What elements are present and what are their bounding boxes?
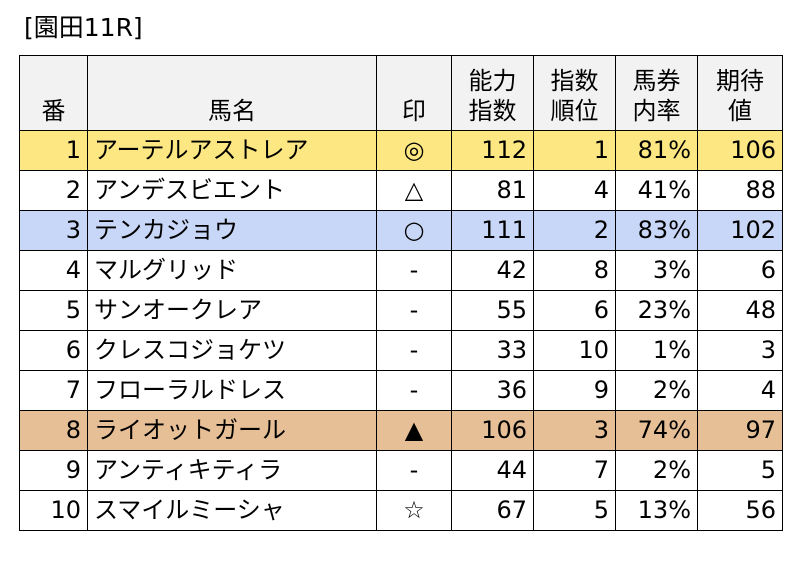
cell-win-rate: 1% [615,330,698,371]
cell-win-rate: 74% [615,410,698,451]
cell-mark: - [376,450,452,491]
cell-number: 2 [19,170,88,211]
cell-horse-name: スマイルミーシャ [87,490,377,531]
cell-number: 4 [19,250,88,291]
cell-ability-index: 67 [451,490,534,531]
cell-mark: ○ [376,210,452,251]
table-row: 8 ライオットガール ▲ 106 3 74% 97 [19,410,783,451]
cell-win-rate: 81% [615,130,698,171]
header-horse-name: 馬名 [87,55,377,131]
table-row: 4 マルグリッド -42 8 3% 6 [19,250,783,291]
table-row: 2 アンデスビエント △ 81 4 41% 88 [19,170,783,211]
cell-index-rank: 8 [533,250,616,291]
cell-horse-name: マルグリッド [87,250,377,291]
cell-number: 8 [19,410,88,451]
table-body: 1 アーテルアストレア ◎ 112 1 81% 106 2 アンデスビエント △ 81 4 41% 88 3… [19,130,783,531]
cell-expected-value: 5 [697,450,783,491]
cell-ability-index: 44 [451,450,534,491]
cell-win-rate: 2% [615,450,698,491]
table-row: 10 スマイルミーシャ ☆ 67 5 13% 56 [19,490,783,531]
cell-number: 6 [19,330,88,371]
cell-index-rank: 10 [533,330,616,371]
cell-mark: ◎ [376,130,452,171]
cell-expected-value: 48 [697,290,783,331]
cell-ability-index: 42 [451,250,534,291]
cell-expected-value: 97 [697,410,783,451]
header-row: 番 馬名 印 能力 指数 指数 順位 馬券 内率 期待値 [19,55,783,131]
cell-win-rate: 3% [615,250,698,291]
cell-index-rank: 1 [533,130,616,171]
header-ability-index: 能力 指数 [451,55,534,131]
header-index-rank: 指数 順位 [533,55,616,131]
table-header: 番 馬名 印 能力 指数 指数 順位 馬券 内率 期待値 [19,55,783,131]
cell-mark: - [376,330,452,371]
cell-horse-name: アンデスビエント [87,170,377,211]
cell-horse-name: ライオットガール [87,410,377,451]
cell-expected-value: 3 [697,330,783,371]
cell-mark: - [376,290,452,331]
cell-number: 10 [19,490,88,531]
table-row: 6 クレスコジョケツ -33 10 1% 3 [19,330,783,371]
table-row: 3 テンカジョウ ○ 111 2 83% 102 [19,210,783,251]
cell-ability-index: 33 [451,330,534,371]
cell-number: 5 [19,290,88,331]
cell-horse-name: テンカジョウ [87,210,377,251]
table-row: 5 サンオークレア -55 6 23% 48 [19,290,783,331]
cell-mark: ▲ [376,410,452,451]
cell-win-rate: 41% [615,170,698,211]
header-mark: 印 [376,55,452,131]
cell-index-rank: 9 [533,370,616,411]
cell-expected-value: 106 [697,130,783,171]
cell-expected-value: 4 [697,370,783,411]
cell-ability-index: 55 [451,290,534,331]
cell-mark: ☆ [376,490,452,531]
cell-ability-index: 81 [451,170,534,211]
cell-horse-name: クレスコジョケツ [87,330,377,371]
cell-number: 9 [19,450,88,491]
table-row: 9 アンティキティラ -44 7 2% 5 [19,450,783,491]
cell-expected-value: 88 [697,170,783,211]
cell-horse-name: フローラルドレス [87,370,377,411]
header-number: 番 [19,55,88,131]
cell-number: 1 [19,130,88,171]
cell-ability-index: 106 [451,410,534,451]
cell-index-rank: 6 [533,290,616,331]
header-win-rate: 馬券 内率 [615,55,698,131]
cell-mark: - [376,370,452,411]
cell-index-rank: 4 [533,170,616,211]
cell-ability-index: 112 [451,130,534,171]
cell-horse-name: アンティキティラ [87,450,377,491]
cell-horse-name: アーテルアストレア [87,130,377,171]
cell-expected-value: 6 [697,250,783,291]
cell-index-rank: 3 [533,410,616,451]
cell-ability-index: 111 [451,210,534,251]
prediction-table: 番 馬名 印 能力 指数 指数 順位 馬券 内率 期待値 1 アーテルアストレア ◎ 112… [19,55,783,531]
cell-win-rate: 23% [615,290,698,331]
cell-ability-index: 36 [451,370,534,411]
cell-mark: △ [376,170,452,211]
cell-expected-value: 56 [697,490,783,531]
cell-number: 7 [19,370,88,411]
cell-index-rank: 2 [533,210,616,251]
cell-win-rate: 2% [615,370,698,411]
cell-index-rank: 7 [533,450,616,491]
cell-number: 3 [19,210,88,251]
cell-win-rate: 13% [615,490,698,531]
cell-mark: - [376,250,452,291]
header-expected-value: 期待値 [697,55,783,131]
cell-win-rate: 83% [615,210,698,251]
table-row: 7 フローラルドレス -36 9 2% 4 [19,370,783,411]
race-title: [園田11R] [24,13,143,42]
cell-index-rank: 5 [533,490,616,531]
table-row: 1 アーテルアストレア ◎ 112 1 81% 106 [19,130,783,171]
cell-expected-value: 102 [697,210,783,251]
cell-horse-name: サンオークレア [87,290,377,331]
